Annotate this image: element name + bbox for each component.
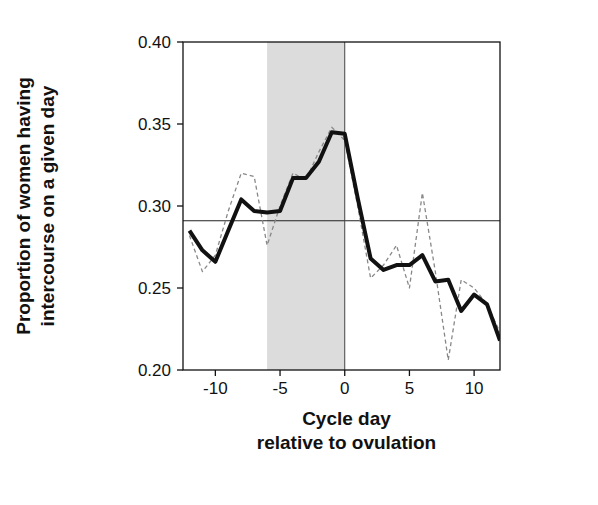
x-tick xyxy=(279,370,280,376)
y-axis-label: intercourse on a given day xyxy=(37,85,58,326)
shaded-window xyxy=(267,42,345,370)
x-axis-label: Cycle day xyxy=(302,408,391,429)
x-tick xyxy=(215,370,216,376)
smoothed-line xyxy=(189,132,500,340)
y-tick-label: 0.20 xyxy=(138,361,171,380)
y-tick xyxy=(177,41,183,42)
y-axis-label: Proportion of women having xyxy=(13,77,34,335)
raw-line xyxy=(189,127,500,360)
plot-frame xyxy=(183,42,500,370)
x-tick-label: 5 xyxy=(405,379,414,398)
x-tick-label: 0 xyxy=(340,379,349,398)
y-tick-label: 0.25 xyxy=(138,279,171,298)
x-tick xyxy=(473,370,474,376)
y-tick-label: 0.40 xyxy=(138,33,171,52)
x-tick xyxy=(344,370,345,376)
x-tick xyxy=(409,370,410,376)
y-tick xyxy=(177,287,183,288)
chart: 0.20 0.25 0.30 0.35 0.40 -10 -5 0 5 10 Cycle day re… xyxy=(0,0,598,505)
y-tick-label: 0.30 xyxy=(138,197,171,216)
x-tick-label: -10 xyxy=(203,379,228,398)
plot-area xyxy=(183,42,500,370)
x-axis-label: relative to ovulation xyxy=(257,432,436,453)
x-tick-label: -5 xyxy=(272,379,287,398)
y-tick-label: 0.35 xyxy=(138,115,171,134)
x-tick-label: 10 xyxy=(465,379,484,398)
y-tick xyxy=(177,369,183,370)
y-tick xyxy=(177,123,183,124)
y-tick xyxy=(177,205,183,206)
reference-line xyxy=(344,42,345,370)
